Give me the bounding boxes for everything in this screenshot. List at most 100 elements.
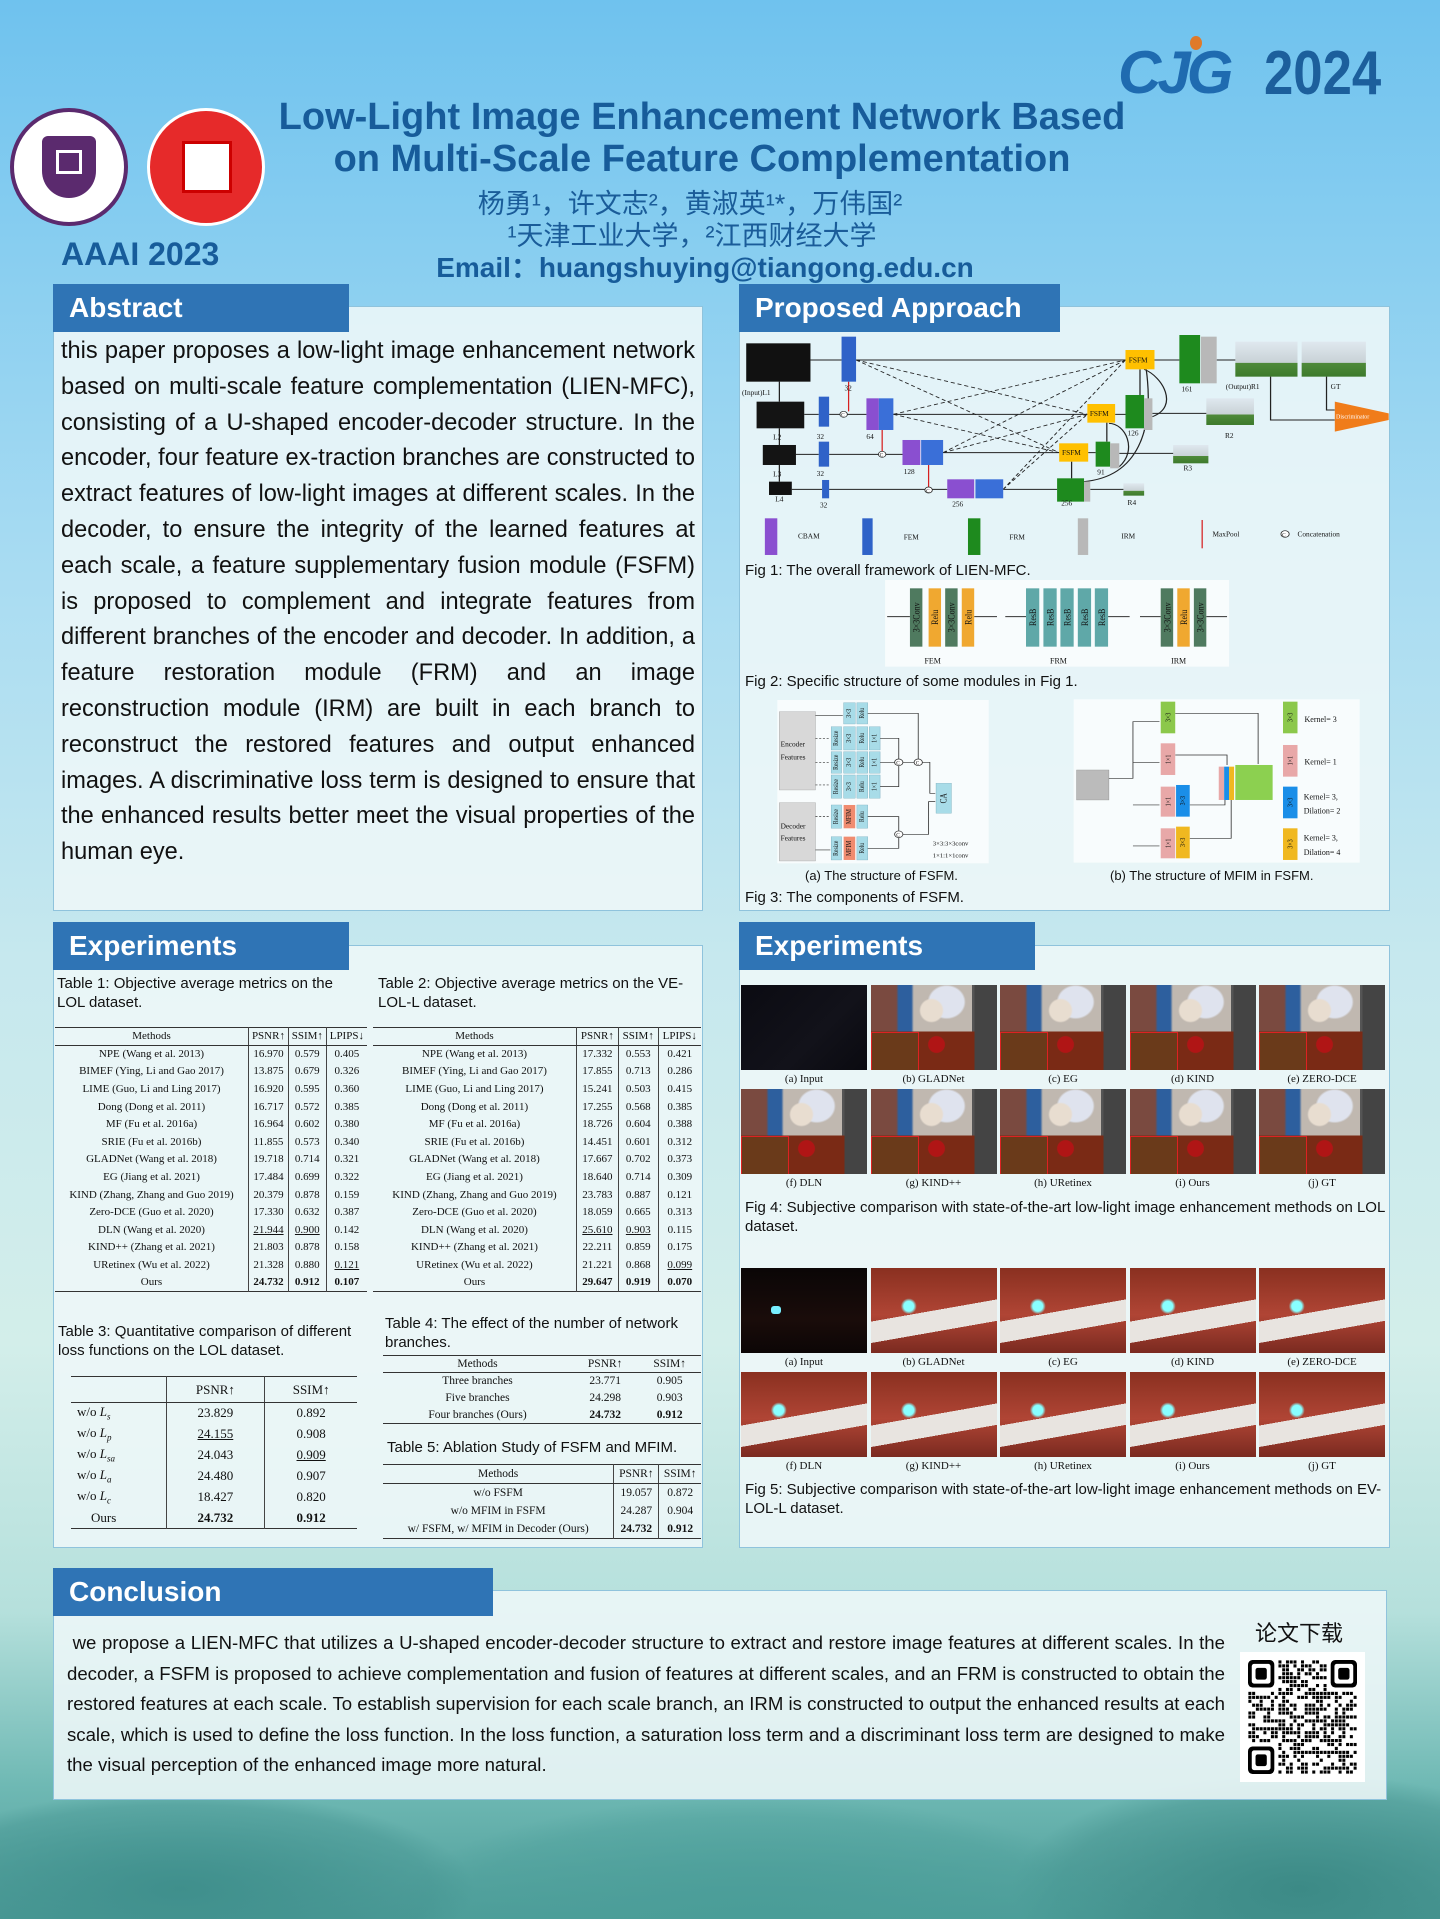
discriminator-block: [1334, 401, 1389, 432]
table-cell: 0.070: [657, 1273, 701, 1292]
authors: 杨勇¹，许文志²，黄淑英¹*，万伟国²: [477, 189, 903, 219]
gt-image: [1301, 341, 1366, 377]
cjg-logo-dot: [1190, 36, 1202, 50]
table-cell: 21.328: [247, 1256, 289, 1274]
table-row: Dong (Dong et al. 2011) 16.717 0.572 0.385: [55, 1097, 367, 1116]
poster-title-line1: Low-Light Image Enhancement Network Base…: [278, 96, 1126, 138]
table-row: EG (Jiang et al. 2021) 18.640 0.714 0.309: [373, 1168, 701, 1186]
variant-prefix: w/o: [77, 1446, 100, 1462]
fsfm-block-label: Resize: [833, 809, 841, 824]
loss-variant: Ours: [71, 1508, 166, 1529]
psnr-cell: 24.155: [165, 1423, 265, 1445]
table-row: Ours 24.732 0.912 0.107: [55, 1273, 367, 1292]
table-row: KIND (Zhang, Zhang and Guo 2019) 20.379 0.…: [55, 1185, 367, 1204]
affiliations: ¹天津工业大学，²江西财经大学: [507, 221, 877, 251]
table-cell: MF (Fu et al. 2016a): [428, 1118, 521, 1131]
encoder-features-label: Encoder: [781, 740, 806, 749]
table-row: w/o Lsa 24.043 0.909: [71, 1444, 357, 1466]
frm-block-label: ResB: [1079, 609, 1090, 626]
table-row: LIME (Guo, Li and Ling 2017) 16.920 0.595 0…: [55, 1080, 367, 1098]
image-label: (b) GLADNet: [902, 1356, 965, 1368]
fem-block-label: 3×3Conv: [911, 602, 922, 632]
loss-symbol: L: [99, 1446, 107, 1462]
label-l4: L4: [775, 495, 783, 504]
comparison-image: [1000, 985, 1126, 1070]
table-cell: 16.970: [247, 1045, 289, 1063]
table-cell: 0.415: [657, 1080, 701, 1098]
mfim-block-label: 1×1: [1165, 839, 1173, 848]
fsfm-block-label: Resize: [833, 731, 841, 746]
image-label: (h) URetinex: [1034, 1460, 1092, 1472]
table-row: w/o La 24.480 0.907: [71, 1465, 357, 1487]
table-cell: 0.602: [287, 1115, 327, 1134]
table-cell: 0.919: [617, 1273, 659, 1292]
fsfm-block-label: 3×3: [846, 758, 854, 767]
irm-name: IRM: [1171, 656, 1186, 665]
table-cell: 0.099: [657, 1256, 701, 1274]
irm-block-label: 3×3Conv: [1161, 602, 1172, 632]
table-row: SRIE (Fu et al. 2016b) 11.855 0.573 0.340: [55, 1133, 367, 1151]
table-cell: 13.875: [247, 1062, 289, 1081]
table-cell: 0.159: [325, 1185, 367, 1204]
image-label: (h) URetinex: [1034, 1177, 1092, 1189]
fig3-caption: Fig 3: The components of FSFM.: [745, 889, 964, 906]
table-row: Three branches 23.771 0.905: [383, 1373, 701, 1390]
table-row: w/o FSFM 19.057 0.872: [383, 1483, 701, 1502]
table-cell: 16.964: [247, 1115, 289, 1134]
table-cell: 0.553: [617, 1045, 659, 1063]
comparison-image: [1000, 1372, 1126, 1457]
table-cell: 0.385: [325, 1097, 367, 1116]
mfim-block-label: 3×3: [1180, 837, 1188, 847]
table-row: URetinex (Wu et al. 2022) 21.221 0.868 0.09…: [373, 1256, 701, 1274]
table-cell: 0.340: [325, 1133, 367, 1151]
label-channels: 128: [904, 467, 915, 476]
table-row: SRIE (Fu et al. 2016b) 14.451 0.601 0.312: [373, 1133, 701, 1151]
table-cell: 23.771: [589, 1375, 621, 1388]
variant-prefix: w/o: [77, 1467, 100, 1483]
table-row: KIND (Zhang, Zhang and Guo 2019) 23.783 0.…: [373, 1185, 701, 1204]
frm-name: FRM: [1050, 656, 1067, 665]
table-cell: 0.142: [325, 1221, 367, 1239]
conclusion-text: we propose a LIEN-MFC that utilizes a U-…: [67, 1632, 1225, 1776]
table-cell: GLADNet (Wang et al. 2018): [86, 1153, 217, 1166]
image-label: (e) ZERO-DCE: [1287, 1073, 1357, 1085]
qr-code-icon[interactable]: [1240, 1652, 1365, 1782]
label-fsfm: FSFM: [1062, 448, 1081, 457]
concat-symbol: C: [916, 761, 920, 767]
legend-1x1conv: 1×1:1×1conv: [933, 852, 969, 859]
table2-caption: Table 2: Objective average metrics on th…: [378, 975, 684, 1011]
label-channels: 32: [817, 469, 825, 478]
jiangxi-university-logo: [147, 108, 265, 226]
label-r3: R3: [1184, 464, 1193, 473]
comparison-image: [741, 1089, 867, 1174]
comparison-image: [741, 1372, 867, 1457]
table-cell: 17.332: [575, 1045, 619, 1063]
table-row: KIND++ (Zhang et al. 2021) 21.803 0.878 0.1…: [55, 1238, 367, 1257]
table-cell: w/o FSFM: [473, 1486, 523, 1499]
fsfm-block-label: 1×1: [871, 734, 879, 743]
table-row: w/o MFIM in FSFM 24.287 0.904: [383, 1501, 701, 1520]
table4-branch-count: Methods PSNR↑ SSIM↑ Three branches 23.771 0.9…: [383, 1355, 701, 1424]
table-cell: 11.855: [247, 1133, 289, 1151]
label-channels: 32: [844, 384, 852, 393]
table-row: MF (Fu et al. 2016a) 18.726 0.604 0.388: [373, 1115, 701, 1134]
variant-prefix: w/o: [77, 1488, 100, 1504]
table-cell: 0.904: [658, 1501, 701, 1520]
table-cell: 0.115: [657, 1221, 701, 1239]
irm-block-label: Relu: [1178, 609, 1189, 625]
table-cell: 0.313: [657, 1203, 701, 1222]
table2-ve-lol-metrics: Methods PSNR↑ SSIM↑ LPIPS↓ NPE (Wang et al. …: [373, 1027, 701, 1292]
label-input-l1: (Input)L1: [742, 388, 771, 397]
label-l3: L3: [773, 470, 781, 479]
fsfm-block-label: 1×1: [871, 782, 879, 791]
concat-symbol: C: [841, 413, 845, 419]
comparison-image: [1259, 1089, 1385, 1174]
table-cell: 18.059: [575, 1203, 619, 1222]
table1-caption: Table 1: Objective average metrics on th…: [57, 975, 333, 1011]
table-row: NPE (Wang et al. 2013) 17.332 0.553 0.421: [373, 1045, 701, 1063]
comparison-image: [1129, 985, 1256, 1070]
column-header: Methods: [373, 1027, 577, 1046]
table-cell: Four branches (Ours): [428, 1408, 527, 1421]
fsfm-block-label: Relu: [858, 732, 866, 743]
image-label: (a) Input: [784, 1356, 824, 1368]
